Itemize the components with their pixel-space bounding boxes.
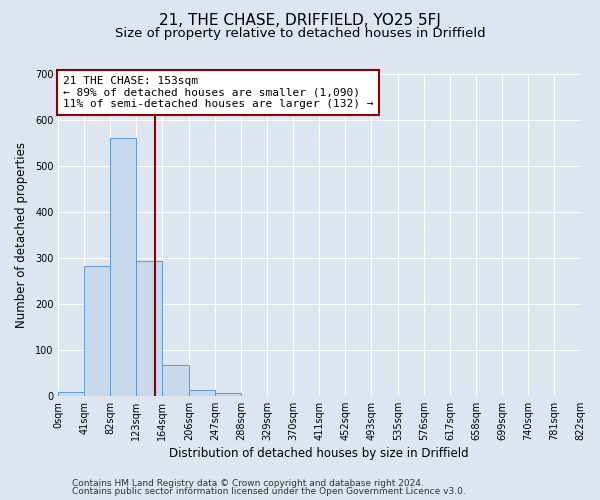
Y-axis label: Number of detached properties: Number of detached properties bbox=[15, 142, 28, 328]
Bar bbox=[189, 390, 215, 396]
X-axis label: Distribution of detached houses by size in Driffield: Distribution of detached houses by size … bbox=[169, 447, 469, 460]
Bar bbox=[58, 392, 85, 396]
Text: Size of property relative to detached houses in Driffield: Size of property relative to detached ho… bbox=[115, 28, 485, 40]
Bar bbox=[163, 364, 189, 396]
Bar bbox=[136, 261, 163, 396]
Bar bbox=[110, 138, 136, 396]
Bar bbox=[85, 266, 110, 396]
Text: Contains public sector information licensed under the Open Government Licence v3: Contains public sector information licen… bbox=[72, 487, 466, 496]
Bar bbox=[215, 392, 241, 396]
Text: 21, THE CHASE, DRIFFIELD, YO25 5FJ: 21, THE CHASE, DRIFFIELD, YO25 5FJ bbox=[159, 12, 441, 28]
Text: Contains HM Land Registry data © Crown copyright and database right 2024.: Contains HM Land Registry data © Crown c… bbox=[72, 478, 424, 488]
Text: 21 THE CHASE: 153sqm
← 89% of detached houses are smaller (1,090)
11% of semi-de: 21 THE CHASE: 153sqm ← 89% of detached h… bbox=[63, 76, 373, 109]
